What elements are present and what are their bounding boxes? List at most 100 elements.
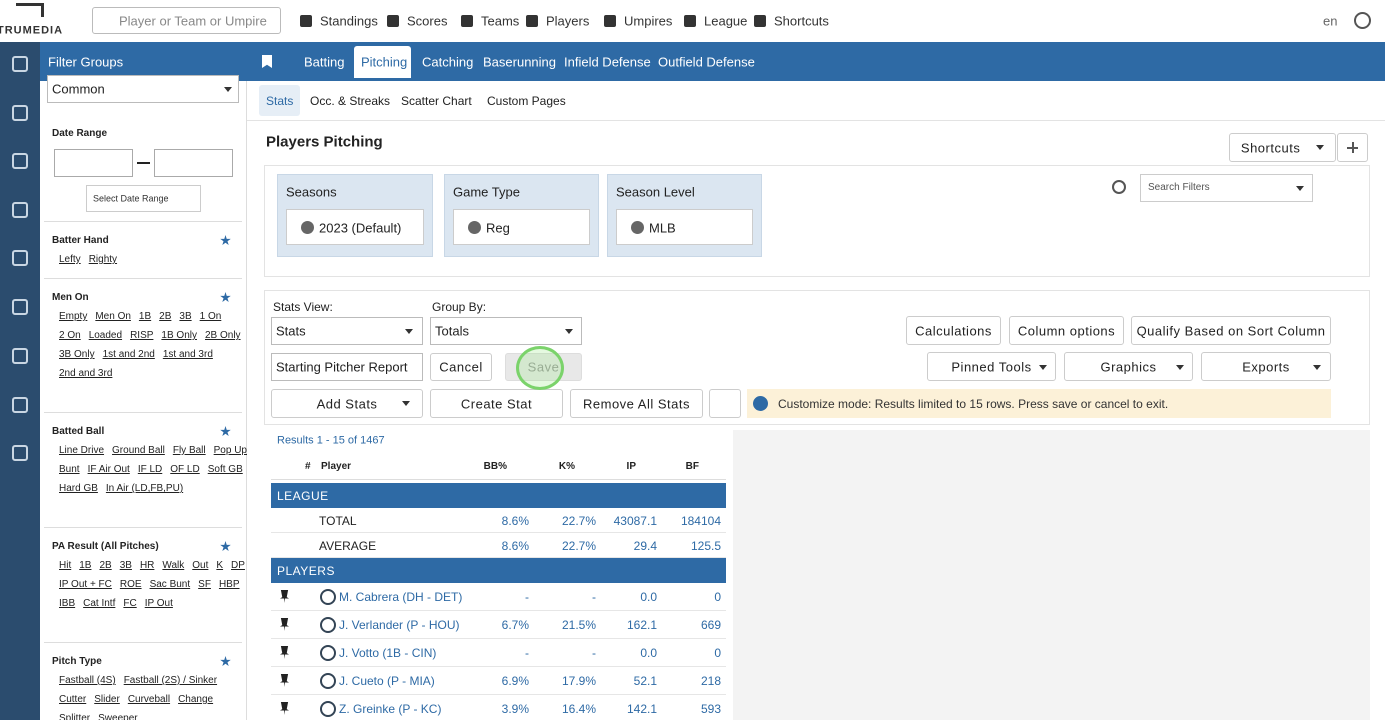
filter-link[interactable]: Out [192,560,209,571]
column-header[interactable]: IP [626,461,636,472]
filter-link[interactable]: K [216,560,224,571]
nav-link[interactable]: League [704,13,748,29]
filter-link[interactable]: Fastball (4S) [59,675,116,686]
group-by-select[interactable] [430,317,582,345]
button[interactable] [1009,316,1124,345]
filter-link[interactable]: RISP [130,330,154,341]
pin-icon[interactable] [280,674,289,687]
user-icon[interactable] [1354,12,1371,29]
side-icon[interactable] [12,445,28,461]
filter-link[interactable]: IBB [59,598,76,609]
stats-view-select[interactable] [271,317,423,345]
side-icon[interactable] [12,250,28,266]
filter-link[interactable]: OF LD [170,464,200,475]
filter-link[interactable]: ROE [119,579,142,590]
side-icon[interactable] [12,397,28,413]
side-icon[interactable] [12,153,28,169]
report-input[interactable] [271,353,423,381]
filter-link[interactable]: Lefty [59,254,81,265]
language[interactable]: en [1323,13,1338,29]
filter-link[interactable]: 1st and 2nd [102,349,155,360]
filter-link[interactable]: 2nd and 3rd [59,368,113,379]
date-range-button[interactable] [86,185,201,212]
column-header[interactable]: # [305,461,311,472]
filter-link[interactable]: 1st and 3rd [162,349,213,360]
button[interactable] [271,389,423,418]
side-icon[interactable] [12,299,28,315]
filter-link[interactable]: 3B [119,560,132,571]
filter-link[interactable]: Loaded [88,330,123,341]
plus-button[interactable] [1337,133,1368,162]
search-box[interactable] [92,7,281,34]
filter-link[interactable]: 3B [179,311,192,322]
group-select[interactable] [47,75,239,103]
star[interactable] [220,541,231,552]
button[interactable] [1064,352,1193,381]
filter-link[interactable]: Slider [94,694,120,705]
button[interactable] [430,353,492,381]
filter-link[interactable]: Splitter [59,713,91,720]
filter-link[interactable]: Line Drive [59,445,105,456]
filter-link[interactable]: 3B Only [59,349,95,360]
filter-link[interactable]: Hard GB [59,483,98,494]
filter-link[interactable]: Walk [162,560,185,571]
filter-link[interactable]: In Air (LD,FB,PU) [105,483,184,494]
date-input[interactable] [54,149,133,177]
filter-link[interactable]: Pop Up [213,445,247,456]
player-name[interactable]: J. Verlander (P - HOU) [339,618,460,632]
player-name[interactable]: M. Cabrera (DH - DET) [339,590,463,604]
star[interactable] [220,292,231,303]
side-icon[interactable] [12,56,28,72]
side-icon[interactable] [12,348,28,364]
filter-link[interactable]: Sweeper [98,713,138,720]
filter-link[interactable]: Fastball (2S) / Sinker [123,675,218,686]
column-header[interactable]: BB% [483,461,507,472]
subtab[interactable]: Custom Pages [487,94,566,108]
filter-link[interactable]: Cutter [59,694,87,705]
date-input[interactable] [154,149,233,177]
star[interactable] [220,235,231,246]
nav-link[interactable]: Umpires [624,13,673,29]
filter-link[interactable]: IP Out [144,598,173,609]
button[interactable] [1131,316,1331,345]
filter-link[interactable]: Men On [95,311,131,322]
tab[interactable]: Outfield Defense [658,54,755,70]
filter-link[interactable]: 1B [138,311,152,322]
filter-link[interactable]: Hit [59,560,72,571]
pin-icon[interactable] [280,618,289,631]
filter-link[interactable]: Change [178,694,214,705]
player-name[interactable]: J. Cueto (P - MIA) [339,674,435,688]
subtab[interactable]: Scatter Chart [401,94,472,108]
tab[interactable]: Baserunning [483,54,556,70]
filter-link[interactable]: IP Out + FC [59,579,112,590]
filter-link[interactable]: Fly Ball [172,445,206,456]
filter-link[interactable]: Sac Bunt [149,579,191,590]
button[interactable] [570,389,703,418]
filter-link[interactable]: Curveball [127,694,171,705]
star[interactable] [220,656,231,667]
pin-icon[interactable] [280,646,289,659]
side-icon[interactable] [12,105,28,121]
filter-link[interactable]: HBP [218,579,240,590]
chip-x[interactable] [631,221,644,234]
filter-link[interactable]: Soft GB [207,464,243,475]
button[interactable] [1201,352,1331,381]
nav-link[interactable]: Shortcuts [774,13,829,29]
filter-link[interactable]: 2B [99,560,112,571]
filter-link[interactable]: Righty [88,254,118,265]
button[interactable] [927,352,1056,381]
tab[interactable]: Batting [304,54,345,70]
filter-link[interactable]: SF [198,579,211,590]
subtab[interactable]: Stats [266,94,294,108]
filter-link[interactable]: IF LD [137,464,163,475]
filter-link[interactable]: 2B Only [204,330,241,341]
tab[interactable]: Pitching [361,54,408,70]
chip-x[interactable] [468,221,481,234]
nav-link[interactable]: Players [546,13,590,29]
tab[interactable]: Catching [422,54,474,70]
nav-link[interactable]: Scores [407,13,448,29]
nav-link[interactable]: Teams [481,13,520,29]
player-name[interactable]: Z. Greinke (P - KC) [339,702,442,716]
button[interactable] [906,316,1001,345]
player-name[interactable]: J. Votto (1B - CIN) [339,646,437,660]
